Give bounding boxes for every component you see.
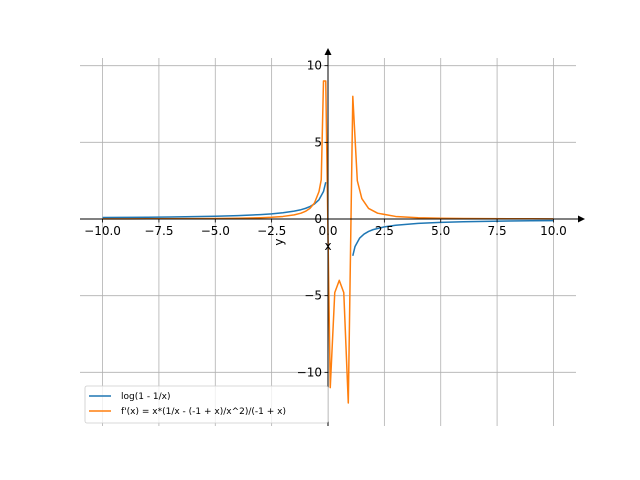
series-line-2 — [102, 80, 554, 404]
y-tick-label: 10 — [307, 59, 322, 73]
x-tick-label: −2.5 — [257, 224, 286, 238]
legend: log(1 - 1/x) f'(x) = x*(1/x - (-1 + x)/x… — [84, 385, 329, 424]
x-tick-label: −10.0 — [84, 224, 121, 238]
y-axis-arrow-icon — [324, 48, 332, 55]
ticks: −10.0 −7.5 −5.0 −2.5 0.0 2.5 5.0 7.5 10.0 −10 −5 0 5… — [84, 59, 567, 380]
y-tick-label: −5 — [304, 289, 322, 303]
legend-label-2: f'(x) = x*(1/x - (-1 + x)/x^2)/(-1 + x) — [121, 407, 286, 417]
x-tick-label: −7.5 — [144, 224, 173, 238]
series-line-1 — [102, 182, 327, 219]
series-lines — [102, 80, 554, 404]
series-line-1 — [352, 219, 554, 256]
x-tick-label: 10.0 — [540, 224, 567, 238]
x-tick-label: 5.0 — [431, 224, 450, 238]
y-tick-label: 5 — [314, 135, 322, 149]
x-axis-arrow-icon — [578, 215, 585, 223]
x-tick-label: 2.5 — [375, 224, 394, 238]
x-axis-label: x — [324, 239, 331, 253]
y-axis-label: y — [272, 238, 286, 245]
legend-label-1: log(1 - 1/x) — [121, 392, 171, 402]
legend-box — [84, 385, 329, 424]
axes — [80, 48, 585, 426]
x-tick-label: 0.0 — [318, 224, 337, 238]
x-tick-label: 7.5 — [488, 224, 507, 238]
x-tick-label: −5.0 — [201, 224, 230, 238]
y-tick-label: −10 — [297, 365, 322, 379]
y-tick-label: 0 — [314, 212, 322, 226]
